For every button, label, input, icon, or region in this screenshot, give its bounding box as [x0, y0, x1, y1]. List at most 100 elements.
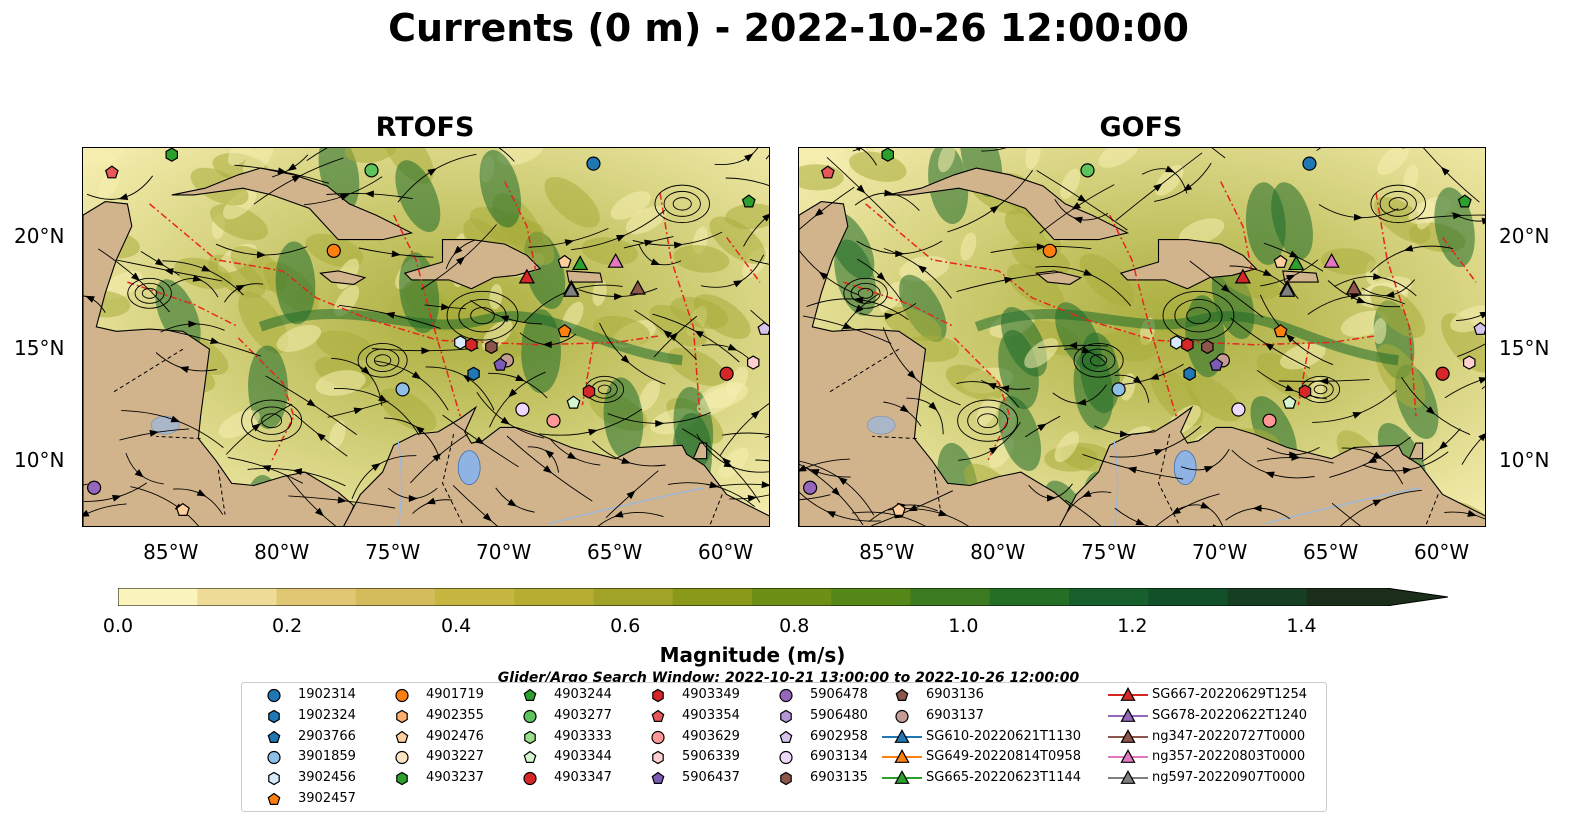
- lon-tick: 75°W: [365, 540, 421, 564]
- platform-6903134: [802, 480, 818, 495]
- rivers: [397, 440, 705, 526]
- legend: 1902314 1902324 2903766 3901859 3902456 39024…: [241, 682, 1327, 812]
- colorbar-bin: [989, 588, 1070, 606]
- legend-label: 4903344: [554, 749, 612, 765]
- lat-tick-right: 10°N: [1499, 447, 1550, 472]
- lat-tick-left: 15°N: [14, 336, 65, 361]
- legend-label: 4903347: [554, 770, 612, 786]
- lon-tick: 60°W: [1413, 540, 1470, 564]
- legend-marker-icon: [523, 688, 537, 701]
- platform-5906339: [1462, 355, 1476, 370]
- legend-marker-icon: [779, 730, 793, 743]
- platform-SG665-20220623T1144: [571, 255, 589, 271]
- legend-label: SG649-20220814T0958: [926, 749, 1082, 765]
- legend-marker-icon: [395, 688, 409, 703]
- colorbar-tick-label: 0.0: [102, 615, 134, 637]
- platform-markers: [802, 148, 1485, 516]
- lon-tick: 65°W: [587, 540, 643, 564]
- platform-4903244: [741, 194, 756, 208]
- platform-1902324: [1183, 366, 1196, 381]
- platform-4903333: [1298, 384, 1312, 399]
- colorbar-label: Magnitude (m/s): [659, 643, 846, 667]
- colorbar-bin: [1148, 588, 1228, 606]
- colorbar-bin: [1069, 588, 1149, 606]
- platform-4903277: [364, 163, 379, 178]
- legend-label: 5906480: [810, 707, 868, 723]
- platform-4903354: [104, 165, 119, 179]
- colorbar: [118, 588, 1448, 606]
- lat-tick-right: 15°N: [1499, 336, 1550, 361]
- platform-6903134: [86, 480, 102, 495]
- legend-label: 3902456: [298, 770, 356, 786]
- platform-4903349: [465, 337, 478, 352]
- legend-marker-icon: [651, 730, 665, 744]
- legend-marker-icon: [396, 709, 408, 723]
- colorbar-tick-label: 0.6: [610, 615, 641, 637]
- legend-marker-icon: [268, 771, 280, 786]
- lon-tick: 70°W: [1192, 540, 1248, 564]
- colorbar-bin: [910, 588, 991, 606]
- map-panel-gofs: [798, 147, 1486, 527]
- colorbar-tick-label: 1.2: [1117, 615, 1148, 637]
- colorbar-tick-label: 1.4: [1286, 615, 1317, 637]
- platform-5906478: [1231, 402, 1246, 417]
- legend-label: 4903629: [682, 728, 740, 744]
- platform-5906437: [1209, 357, 1224, 371]
- lon-tick: 60°W: [697, 540, 754, 564]
- platform-4903344: [566, 395, 581, 409]
- platform-SG667-20220629T1254: [1234, 268, 1252, 284]
- legend-marker-icon: [1120, 687, 1136, 701]
- legend-marker-icon: [652, 751, 664, 765]
- lake-nicaragua: [866, 415, 896, 435]
- legend-marker-icon: [523, 709, 537, 723]
- eez-boundaries: [843, 181, 1477, 462]
- platform-4903629: [1262, 413, 1277, 428]
- platform-SG665-20220623T1144: [1287, 255, 1305, 271]
- colorbar-bin: [197, 588, 277, 606]
- legend-label: 4903244: [554, 687, 612, 702]
- platform-markers: [86, 148, 769, 516]
- platform-4903277: [1080, 163, 1095, 178]
- country-borders: [829, 348, 1439, 526]
- legend-label: 4903354: [682, 707, 740, 723]
- platform-3902457: [557, 324, 572, 338]
- platform-ng347-20220727T0000: [629, 279, 647, 295]
- platform-4901719: [1042, 243, 1057, 258]
- legend-label: 2903766: [298, 728, 356, 744]
- legend-marker-icon: [396, 771, 408, 786]
- platform-4903237: [881, 148, 895, 162]
- rivers: [1113, 440, 1421, 526]
- platform-3902456: [1170, 335, 1183, 350]
- map-panel-rtofs: [82, 147, 770, 527]
- legend-label: 3902457: [298, 791, 356, 806]
- platform-ng597-20220907T0000: [563, 282, 580, 297]
- legend-marker-icon: [652, 688, 664, 703]
- country-borders: [113, 348, 723, 526]
- legend-label: ng347-20220727T0000: [1152, 728, 1306, 744]
- legend-label: 1902314: [298, 687, 356, 702]
- platform-3902457: [1273, 324, 1288, 338]
- colorbar-extend-arrow: [1386, 588, 1448, 606]
- platform-4903629: [546, 413, 561, 428]
- lon-tick: 75°W: [1081, 540, 1137, 564]
- legend-label: 4903227: [426, 749, 484, 765]
- legend-label: 6903137: [926, 707, 984, 723]
- platform-4903349: [1181, 337, 1194, 352]
- platform-1902324: [467, 366, 480, 381]
- platform-4902355: [891, 502, 906, 516]
- colorbar-tick-label: 0.4: [441, 615, 472, 637]
- colorbar-bin: [831, 588, 911, 606]
- colorbar-bin: [435, 588, 515, 606]
- legend-marker-icon: [395, 730, 409, 743]
- legend-label: 6903134: [810, 749, 868, 765]
- legend-label: SG610-20220621T1130: [926, 728, 1082, 744]
- figure-title: Currents (0 m) - 2022-10-26 12:00:00: [388, 6, 1189, 50]
- legend-label: 3901859: [298, 749, 356, 765]
- platform-4903344: [1282, 395, 1297, 409]
- legend-marker-icon: [267, 688, 281, 703]
- legend-label: SG678-20220622T1240: [1152, 707, 1308, 723]
- legend-marker-icon: [894, 749, 910, 764]
- streamlines: [799, 148, 1485, 526]
- platform-6903135: [1201, 339, 1214, 355]
- colorbar-bin: [672, 588, 753, 606]
